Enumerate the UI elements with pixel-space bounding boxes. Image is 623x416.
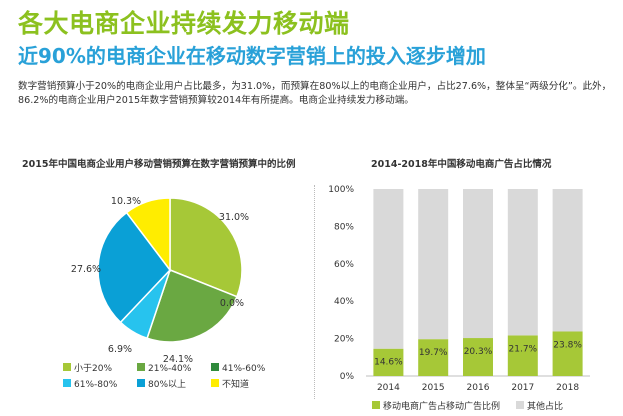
bar-y-tick-label: 100% [328,185,354,195]
pie-legend-swatch [63,379,71,387]
pie-legend-label: 不知道 [222,378,249,390]
pie-data-label: 31.0% [219,212,249,223]
pie-legend-swatch [137,379,145,387]
bar-segment-1 [463,189,493,339]
chart-divider [314,185,315,399]
bar-x-tick-label: 2017 [511,383,534,393]
bar-x-tick-label: 2014 [377,383,400,393]
bar-data-label: 20.3% [464,347,493,357]
pie-legend-swatch [63,363,71,371]
bar-legend-label: 移动电商广告占移动广告比例 [383,400,500,412]
pie-chart-title: 2015年中国电商企业用户移动营销预算在数字营销预算中的比例 [22,159,296,170]
bar-data-label: 23.8% [553,340,582,350]
bar-data-label: 14.6% [374,358,403,368]
bar-chart-title: 2014-2018年中国移动电商广告占比情况 [371,159,552,170]
pie-data-label: 10.3% [111,196,141,207]
pie-legend-label: 21%-40% [148,364,192,374]
pie-data-label: 0.0% [220,298,244,309]
bar-y-tick-label: 20% [334,335,354,345]
bar-legend-swatch [516,401,524,409]
pie-data-label: 27.6% [71,264,101,275]
bar-x-tick-label: 2018 [556,383,579,393]
bar-y-tick-label: 60% [334,260,354,270]
pie-legend-label: 80%以上 [148,379,186,390]
pie-slice-1 [146,269,238,343]
bar-x-tick-label: 2015 [422,383,445,393]
pie-legend-swatch [137,363,145,371]
pie-slice-0 [169,197,243,298]
pie-legend-label: 小于20% [74,363,112,374]
pie-slice-4 [97,211,171,324]
bar-segment-1 [552,189,583,332]
pie-legend-label: 41%-60% [222,364,266,374]
bar-segment-0 [373,348,404,376]
pie-slice-5 [125,197,171,273]
bar-segment-1 [373,189,404,349]
pie-legend-swatch [211,363,219,371]
bar-data-label: 21.7% [509,344,538,354]
bar-segment-0 [418,339,449,376]
bar-x-tick-label: 2016 [467,383,490,393]
pie-legend-swatch [211,379,219,387]
pie-legend-label: 61%-80% [74,380,118,390]
bar-data-label: 19.7% [419,348,448,358]
page-subtitle: 近90%的电商企业在移动数字营销上的投入逐步增加 [18,44,486,68]
bar-y-tick-label: 0% [340,372,355,382]
bar-segment-0 [552,331,583,376]
bar-segment-1 [418,189,449,340]
page-title: 各大电商企业持续发力移动端 [18,9,350,38]
pie-data-label: 6.9% [108,344,132,355]
page-description: 数字营销预算小于20%的电商企业用户占比最多，为31.0%，而预算在80%以上的… [18,81,612,106]
pie-data-label: 24.1% [163,354,193,365]
bar-legend-swatch [372,401,380,409]
bar-segment-0 [507,335,538,376]
bar-segment-1 [507,189,538,336]
bar-y-tick-label: 80% [334,222,354,232]
bar-segment-0 [463,338,493,376]
pie-chart: 31.0% 24.1% 0.0% 6.9% 27.6% 10.3% 小于20% 21%-40%… [63,196,266,390]
bar-legend-label: 其他占比 [527,400,563,412]
bar-y-tick-label: 40% [334,297,354,307]
